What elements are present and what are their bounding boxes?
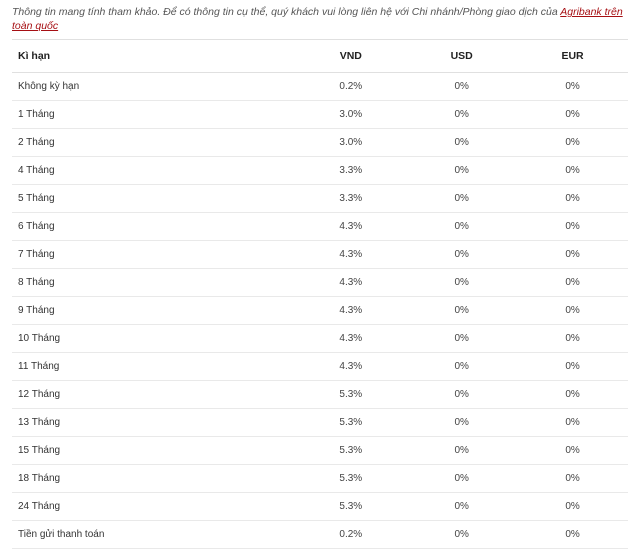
cell-usd: 0% (406, 101, 517, 129)
table-row: 13 Tháng5.3%0%0% (12, 409, 628, 437)
cell-usd: 0% (406, 409, 517, 437)
cell-term: 2 Tháng (12, 129, 295, 157)
cell-usd: 0% (406, 353, 517, 381)
cell-eur: 0% (517, 269, 628, 297)
col-header-term: Kì hạn (12, 40, 295, 73)
cell-term: 1 Tháng (12, 101, 295, 129)
cell-eur: 0% (517, 297, 628, 325)
cell-usd: 0% (406, 297, 517, 325)
cell-vnd: 3.0% (295, 129, 406, 157)
cell-eur: 0% (517, 73, 628, 101)
cell-usd: 0% (406, 185, 517, 213)
table-row: 9 Tháng4.3%0%0% (12, 297, 628, 325)
table-row: 6 Tháng4.3%0%0% (12, 213, 628, 241)
table-row: 5 Tháng3.3%0%0% (12, 185, 628, 213)
cell-vnd: 4.3% (295, 269, 406, 297)
disclaimer-prefix: Thông tin mang tính tham khảo. Để có thô… (12, 6, 560, 18)
disclaimer-text: Thông tin mang tính tham khảo. Để có thô… (12, 6, 628, 33)
cell-vnd: 0.2% (295, 521, 406, 549)
cell-vnd: 3.3% (295, 185, 406, 213)
cell-term: 9 Tháng (12, 297, 295, 325)
cell-eur: 0% (517, 157, 628, 185)
cell-vnd: 5.3% (295, 409, 406, 437)
table-row: 11 Tháng4.3%0%0% (12, 353, 628, 381)
cell-term: Không kỳ hạn (12, 73, 295, 101)
cell-eur: 0% (517, 465, 628, 493)
cell-eur: 0% (517, 241, 628, 269)
cell-vnd: 5.3% (295, 465, 406, 493)
cell-eur: 0% (517, 521, 628, 549)
cell-eur: 0% (517, 353, 628, 381)
interest-rate-table: Kì hạn VND USD EUR Không kỳ hạn0.2%0%0%1… (12, 39, 628, 549)
cell-term: 7 Tháng (12, 241, 295, 269)
cell-eur: 0% (517, 101, 628, 129)
cell-eur: 0% (517, 437, 628, 465)
cell-usd: 0% (406, 325, 517, 353)
cell-term: 6 Tháng (12, 213, 295, 241)
cell-usd: 0% (406, 493, 517, 521)
cell-eur: 0% (517, 185, 628, 213)
cell-vnd: 3.3% (295, 157, 406, 185)
cell-vnd: 4.3% (295, 297, 406, 325)
cell-vnd: 5.3% (295, 437, 406, 465)
col-header-eur: EUR (517, 40, 628, 73)
table-row: 2 Tháng3.0%0%0% (12, 129, 628, 157)
table-row: 7 Tháng4.3%0%0% (12, 241, 628, 269)
cell-eur: 0% (517, 325, 628, 353)
table-header-row: Kì hạn VND USD EUR (12, 40, 628, 73)
table-row: 1 Tháng3.0%0%0% (12, 101, 628, 129)
cell-term: 8 Tháng (12, 269, 295, 297)
cell-term: 12 Tháng (12, 381, 295, 409)
cell-vnd: 4.3% (295, 241, 406, 269)
cell-usd: 0% (406, 269, 517, 297)
cell-vnd: 5.3% (295, 381, 406, 409)
cell-eur: 0% (517, 129, 628, 157)
cell-eur: 0% (517, 493, 628, 521)
cell-vnd: 0.2% (295, 73, 406, 101)
col-header-usd: USD (406, 40, 517, 73)
cell-term: Tiền gửi thanh toán (12, 521, 295, 549)
cell-vnd: 3.0% (295, 101, 406, 129)
cell-term: 24 Tháng (12, 493, 295, 521)
cell-eur: 0% (517, 409, 628, 437)
col-header-vnd: VND (295, 40, 406, 73)
cell-vnd: 4.3% (295, 213, 406, 241)
table-row: 15 Tháng5.3%0%0% (12, 437, 628, 465)
cell-vnd: 5.3% (295, 493, 406, 521)
cell-term: 15 Tháng (12, 437, 295, 465)
cell-term: 18 Tháng (12, 465, 295, 493)
table-row: 24 Tháng5.3%0%0% (12, 493, 628, 521)
cell-usd: 0% (406, 381, 517, 409)
cell-eur: 0% (517, 213, 628, 241)
table-row: 8 Tháng4.3%0%0% (12, 269, 628, 297)
cell-usd: 0% (406, 213, 517, 241)
table-row: Tiền gửi thanh toán0.2%0%0% (12, 521, 628, 549)
cell-eur: 0% (517, 381, 628, 409)
cell-usd: 0% (406, 157, 517, 185)
cell-term: 5 Tháng (12, 185, 295, 213)
cell-term: 11 Tháng (12, 353, 295, 381)
table-row: Không kỳ hạn0.2%0%0% (12, 73, 628, 101)
cell-usd: 0% (406, 73, 517, 101)
cell-usd: 0% (406, 241, 517, 269)
cell-vnd: 4.3% (295, 353, 406, 381)
table-row: 10 Tháng4.3%0%0% (12, 325, 628, 353)
table-row: 4 Tháng3.3%0%0% (12, 157, 628, 185)
cell-term: 4 Tháng (12, 157, 295, 185)
cell-usd: 0% (406, 521, 517, 549)
table-row: 12 Tháng5.3%0%0% (12, 381, 628, 409)
cell-usd: 0% (406, 465, 517, 493)
cell-vnd: 4.3% (295, 325, 406, 353)
cell-term: 13 Tháng (12, 409, 295, 437)
cell-term: 10 Tháng (12, 325, 295, 353)
cell-usd: 0% (406, 129, 517, 157)
cell-usd: 0% (406, 437, 517, 465)
table-row: 18 Tháng5.3%0%0% (12, 465, 628, 493)
